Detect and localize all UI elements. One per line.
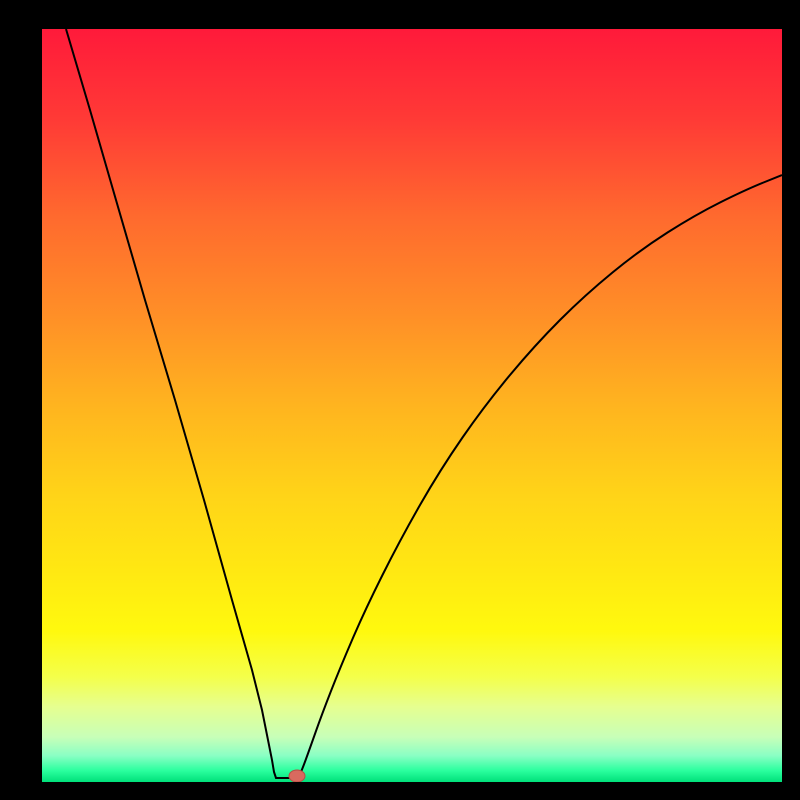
frame-bottom xyxy=(0,782,800,800)
frame-left xyxy=(0,0,42,800)
frame-right xyxy=(782,0,800,800)
plot-area xyxy=(0,0,800,800)
chart-svg xyxy=(0,0,800,800)
optimal-point-marker xyxy=(289,770,305,782)
gradient-background xyxy=(42,29,782,782)
frame-top xyxy=(0,0,800,29)
